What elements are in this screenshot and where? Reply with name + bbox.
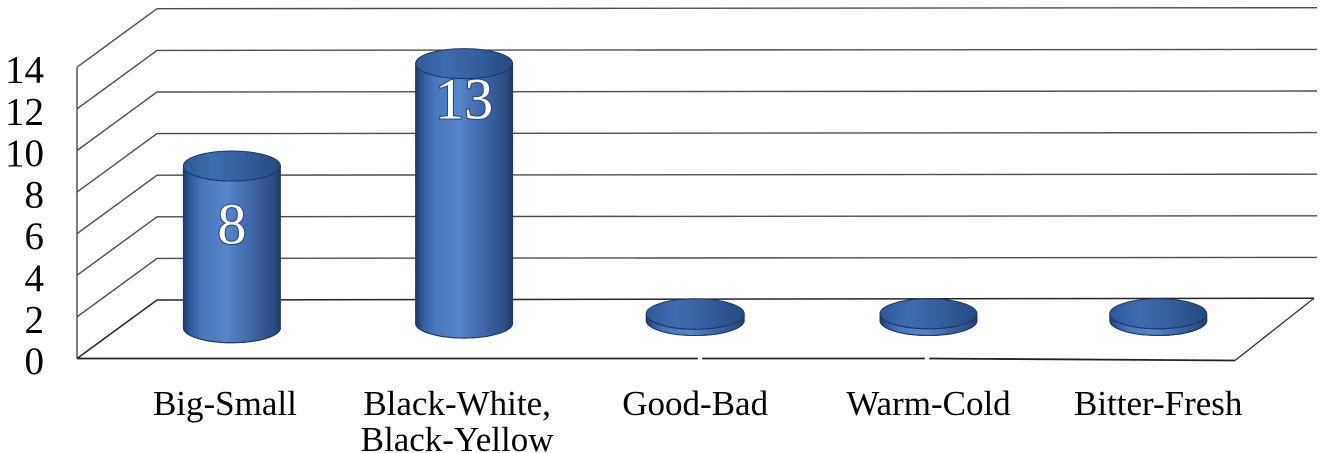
- svg-text:8: 8: [25, 174, 45, 217]
- svg-text:14: 14: [5, 49, 44, 92]
- svg-text:8: 8: [217, 191, 246, 256]
- svg-text:10: 10: [5, 132, 44, 175]
- svg-text:Black-Yellow: Black-Yellow: [361, 420, 555, 453]
- svg-text:13: 13: [435, 66, 493, 131]
- svg-text:Big-Small: Big-Small: [153, 384, 297, 423]
- svg-text:2: 2: [25, 298, 45, 341]
- svg-text:Good-Bad: Good-Bad: [622, 384, 768, 423]
- svg-text:Bitter-Fresh: Bitter-Fresh: [1074, 384, 1243, 423]
- svg-text:4: 4: [25, 257, 45, 300]
- svg-text:12: 12: [5, 90, 44, 133]
- svg-text:Black-White,: Black-White,: [363, 384, 551, 423]
- svg-text:6: 6: [25, 215, 45, 258]
- svg-text:Warm-Cold: Warm-Cold: [846, 384, 1011, 423]
- svg-text:0: 0: [25, 340, 45, 383]
